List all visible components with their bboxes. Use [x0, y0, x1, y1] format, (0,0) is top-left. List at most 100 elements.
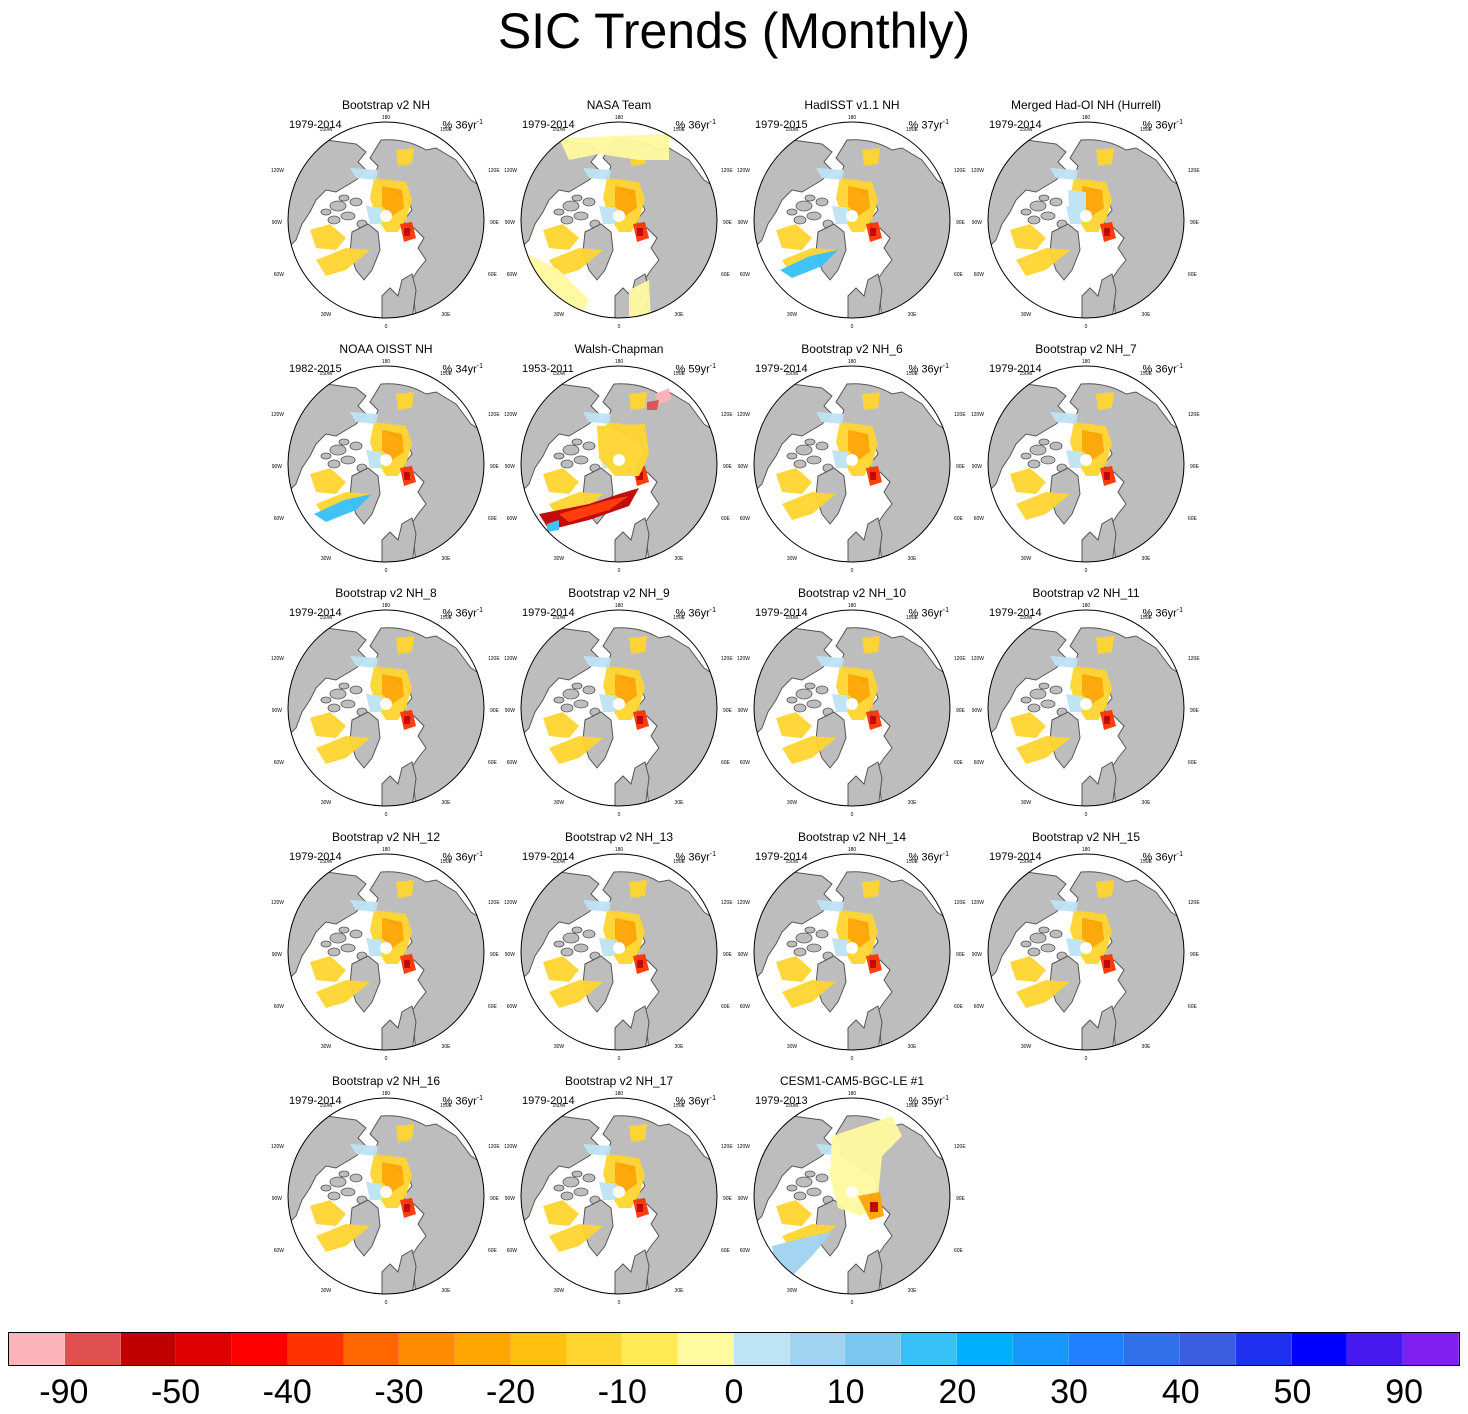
longitude-label: 90W [272, 1196, 283, 1202]
longitude-label: 30W [1021, 312, 1032, 318]
longitude-label: 180 [615, 1091, 624, 1097]
units-exponent: -1 [942, 1095, 949, 1102]
island [560, 215, 574, 225]
trend-region [776, 956, 812, 982]
panel-units: % 36yr-1 [443, 116, 483, 133]
map-boundary [987, 121, 1185, 319]
trend-field [310, 880, 416, 1008]
longitude-label: 60W [740, 760, 751, 766]
panel-years: 1979-2014 [989, 607, 1042, 619]
north-america-land [988, 383, 1067, 496]
longitude-label: 120E [1188, 412, 1200, 418]
trend-region [382, 430, 404, 460]
units-exponent: -1 [476, 1095, 483, 1102]
polar-map: 180 0 90W 90E 120W 120E 60W 60E 150W 150E 30W 30E [737, 603, 966, 818]
island [320, 696, 332, 704]
longitude-label: 30E [442, 312, 452, 318]
longitude-label: 150E [906, 615, 918, 621]
map-boundary [520, 853, 718, 1051]
island [804, 438, 816, 446]
units-exponent: -1 [942, 363, 949, 370]
polar-map: 180 0 90W 90E 120W 120E 60W 60E 150W 150E 30W 30E [271, 847, 500, 1062]
island [793, 947, 807, 957]
units-text: % 36yr [675, 607, 710, 620]
units-text: % 36yr [1142, 363, 1177, 376]
longitude-label: 30E [908, 1288, 918, 1294]
map-panel: NOAA OISST NH 1982-2015 % 34yr-1 180 0 90W 90E… [271, 342, 500, 574]
panel-years: 1979-2013 [755, 1095, 808, 1107]
trend-region [848, 918, 870, 948]
panel-units: % 36yr-1 [909, 848, 949, 865]
island [815, 197, 829, 207]
trend-region [647, 400, 659, 410]
longitude-label: 120E [488, 656, 500, 662]
panel-years: 1979-2014 [289, 607, 342, 619]
island [795, 1176, 813, 1188]
trend-region [848, 430, 870, 460]
longitude-label: 180 [615, 603, 624, 609]
longitude-label: 90W [272, 708, 283, 714]
trend-region [597, 424, 649, 476]
longitude-label: 30E [1142, 1044, 1152, 1050]
panel-units: % 36yr-1 [443, 1092, 483, 1109]
longitude-label: 120E [721, 900, 733, 906]
longitude-label: 90E [956, 708, 966, 714]
longitude-label: 120E [954, 168, 966, 174]
longitude-label: 90W [738, 708, 749, 714]
polar-map: 180 0 90W 90E 120W 120E 60W 60E 150W 150E 30W 30E [271, 359, 500, 574]
polar-map: 180 0 90W 90E 120W 120E 60W 60E 150W 150E 30W 30E [504, 847, 733, 1062]
longitude-label: 60W [507, 1248, 518, 1254]
trend-region [870, 472, 876, 480]
longitude-label: 180 [382, 1091, 391, 1097]
europe-land [1081, 273, 1117, 318]
north-america-land [754, 627, 833, 740]
panel-units: % 36yr-1 [909, 360, 949, 377]
longitude-label: 60E [721, 1004, 731, 1010]
longitude-label: 60E [488, 272, 498, 278]
north-america-land [288, 871, 367, 984]
longitude-label: 150E [906, 859, 918, 865]
trend-region [870, 960, 876, 968]
panel-units: % 37yr-1 [909, 116, 949, 133]
colorbar-box [901, 1333, 958, 1365]
polar-map: 180 0 90W 90E 120W 120E 60W 60E 150W 150E 30W 30E [737, 1091, 966, 1306]
island [329, 200, 347, 212]
trend-field [310, 636, 416, 764]
pole-hole [1080, 210, 1092, 222]
units-exponent: -1 [476, 119, 483, 126]
europe-land [847, 273, 883, 318]
map-panel: Bootstrap v2 NH_15 1979-2014 % 36yr-1 180 0 9… [971, 830, 1200, 1062]
longitude-label: 120W [971, 168, 984, 174]
trend-region [543, 712, 579, 738]
units-text: % 59yr [675, 363, 710, 376]
longitude-label: 90W [272, 220, 283, 226]
longitude-label: 180 [848, 1091, 857, 1097]
island [1049, 197, 1063, 207]
longitude-label: 0 [618, 324, 621, 330]
longitude-label: 150E [440, 127, 452, 133]
trend-region [396, 636, 414, 654]
island [815, 441, 829, 451]
map-boundary [520, 365, 718, 563]
trend-region [1016, 980, 1070, 1008]
colorbar-box [622, 1333, 679, 1365]
longitude-label: 120W [271, 900, 284, 906]
island [804, 194, 816, 202]
panel-title: Bootstrap v2 NH_10 [797, 586, 907, 600]
longitude-label: 30E [675, 800, 685, 806]
longitude-label: 0 [1085, 812, 1088, 818]
longitude-label: 60E [1188, 760, 1198, 766]
longitude-label: 150W [319, 1103, 332, 1109]
longitude-label: 120W [271, 412, 284, 418]
trend-region [862, 148, 880, 166]
units-exponent: -1 [942, 851, 949, 858]
island [340, 455, 356, 465]
longitude-label: 150W [785, 615, 798, 621]
trend-region [615, 186, 637, 216]
island [320, 940, 332, 948]
longitude-label: 180 [382, 603, 391, 609]
europe-land [614, 1005, 650, 1050]
trend-region [637, 1204, 643, 1212]
polar-map: 180 0 90W 90E 120W 120E 60W 60E 150W 150E 30W 30E [971, 847, 1200, 1062]
longitude-label: 180 [848, 603, 857, 609]
